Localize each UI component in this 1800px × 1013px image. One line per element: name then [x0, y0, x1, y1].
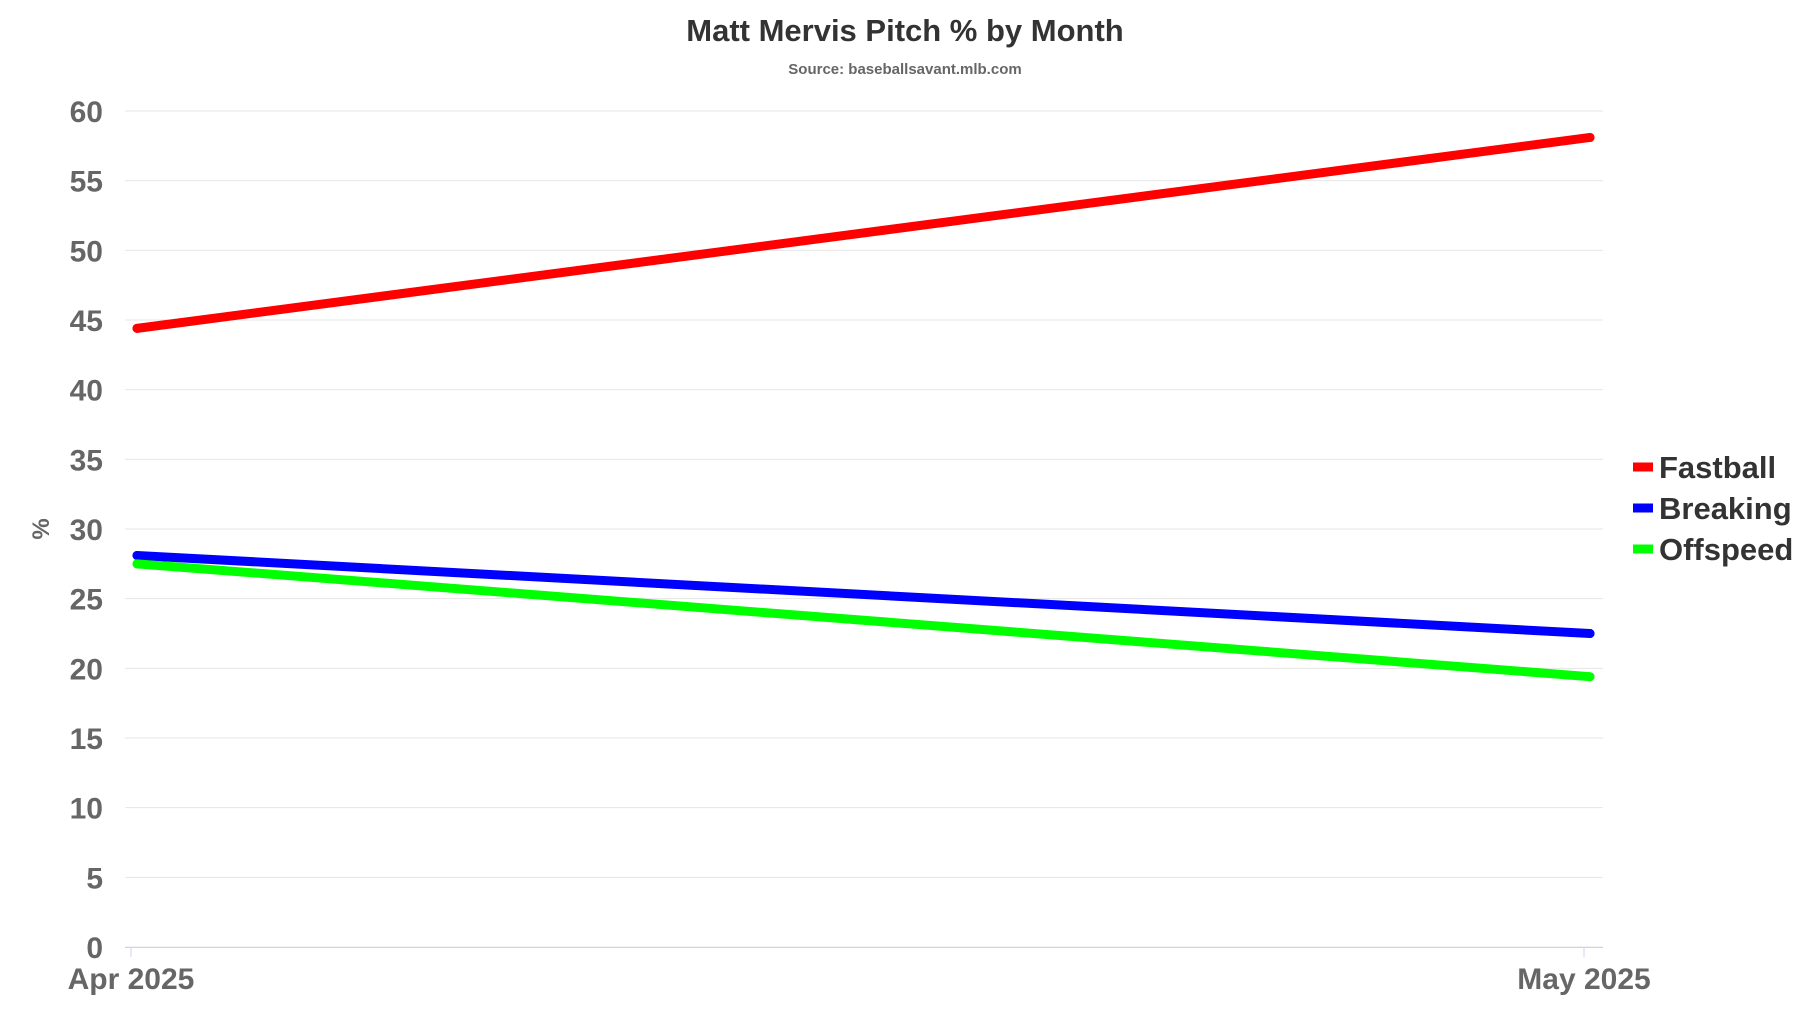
- axes: 0 5 10 15 20 25 30 35 40 45 50 55 60 Apr 2025 May 2025: [68, 96, 1651, 996]
- data-point-offspeed[interactable]: [132, 559, 142, 569]
- y-tick-label: 10: [70, 793, 103, 826]
- chart-subtitle: Source: baseballsavant.mlb.com: [788, 61, 1021, 78]
- x-tick-label: Apr 2025: [68, 963, 195, 996]
- y-axis-title: %: [28, 518, 55, 539]
- chart-title: Matt Mervis Pitch % by Month: [686, 13, 1123, 48]
- legend-item-fastball[interactable]: Fastball: [1633, 450, 1776, 485]
- y-tick-label: 15: [70, 723, 103, 756]
- legend-label: Breaking: [1659, 491, 1792, 526]
- y-tick-label: 30: [70, 514, 103, 547]
- y-tick-label: 0: [86, 932, 103, 965]
- legend-label: Fastball: [1659, 450, 1776, 485]
- series-lines: [132, 132, 1595, 682]
- data-point-breaking[interactable]: [1585, 629, 1595, 638]
- y-tick-label: 55: [70, 166, 103, 199]
- y-tick-label: 60: [70, 96, 103, 129]
- y-tick-label: 45: [70, 305, 103, 338]
- y-tick-label: 5: [86, 862, 103, 895]
- series-line-breaking[interactable]: [132, 550, 1595, 638]
- series-line-fastball[interactable]: [132, 132, 1595, 333]
- y-tick-label: 20: [70, 653, 103, 686]
- data-point-fastball[interactable]: [132, 323, 142, 333]
- y-tick-label: 50: [70, 235, 103, 268]
- data-point-fastball[interactable]: [1585, 132, 1595, 142]
- x-tick-label: May 2025: [1517, 963, 1650, 996]
- y-tick-label: 35: [70, 444, 103, 477]
- legend-item-offspeed[interactable]: Offspeed: [1633, 532, 1793, 567]
- data-point-offspeed[interactable]: [1585, 672, 1595, 682]
- legend-label: Offspeed: [1659, 532, 1793, 567]
- y-tick-label: 25: [70, 584, 103, 617]
- y-tick-label: 40: [70, 375, 103, 408]
- series-line-offspeed[interactable]: [132, 559, 1595, 682]
- data-point-breaking[interactable]: [132, 550, 142, 560]
- legend[interactable]: Fastball Breaking Offspeed: [1633, 450, 1793, 567]
- legend-item-breaking[interactable]: Breaking: [1633, 491, 1792, 526]
